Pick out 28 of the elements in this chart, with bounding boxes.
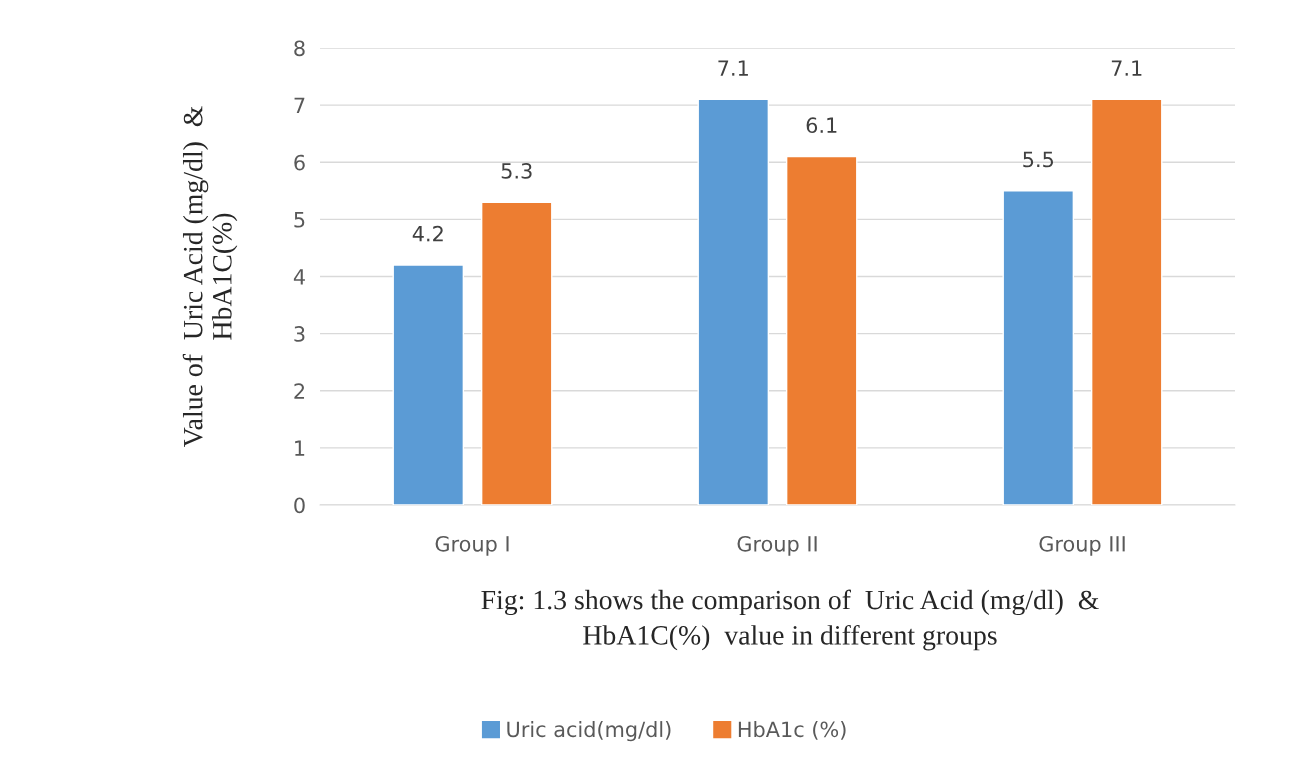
legend-label: HbA1c (%) — [738, 721, 846, 740]
data-label: 7.1 — [1111, 60, 1142, 76]
text: Fig: 1.3 shows the comparison of Uric Acid (mg/dl) & HbA1C(%) value in different groups — [481, 589, 1099, 651]
bar — [697, 98, 770, 505]
bar — [392, 264, 465, 505]
data-label: 5.5 — [1023, 151, 1054, 168]
y-tick-label: 1 — [295, 440, 305, 456]
x-tick-label: Group III — [1039, 535, 1125, 556]
bar — [480, 201, 553, 505]
data-label: 6.1 — [806, 117, 837, 134]
bar — [785, 155, 858, 505]
legend-label: Uric acid(mg/dl) — [507, 721, 671, 742]
bar — [1090, 98, 1163, 505]
x-tick-label: Group II — [737, 535, 817, 556]
y-tick-label: 6 — [294, 154, 305, 171]
y-tick-label: 5 — [294, 212, 305, 228]
y-tick-label: 8 — [294, 40, 305, 57]
y-tick-label: 3 — [294, 326, 305, 342]
data-label: 5.3 — [501, 163, 532, 179]
y-tick-label: 0 — [294, 497, 305, 514]
y-tick-label: 7 — [294, 97, 305, 114]
data-label: 7.1 — [718, 60, 748, 76]
x-tick-label: Group I — [435, 535, 509, 556]
y-axis-title: Value of Uric Acid (mg/dl) & HbA1C(%) — [182, 106, 238, 448]
bar — [1002, 190, 1075, 505]
data-label: 4.2 — [412, 225, 443, 242]
y-tick-label: 4 — [293, 269, 305, 285]
y-tick-label: 2 — [294, 383, 305, 399]
